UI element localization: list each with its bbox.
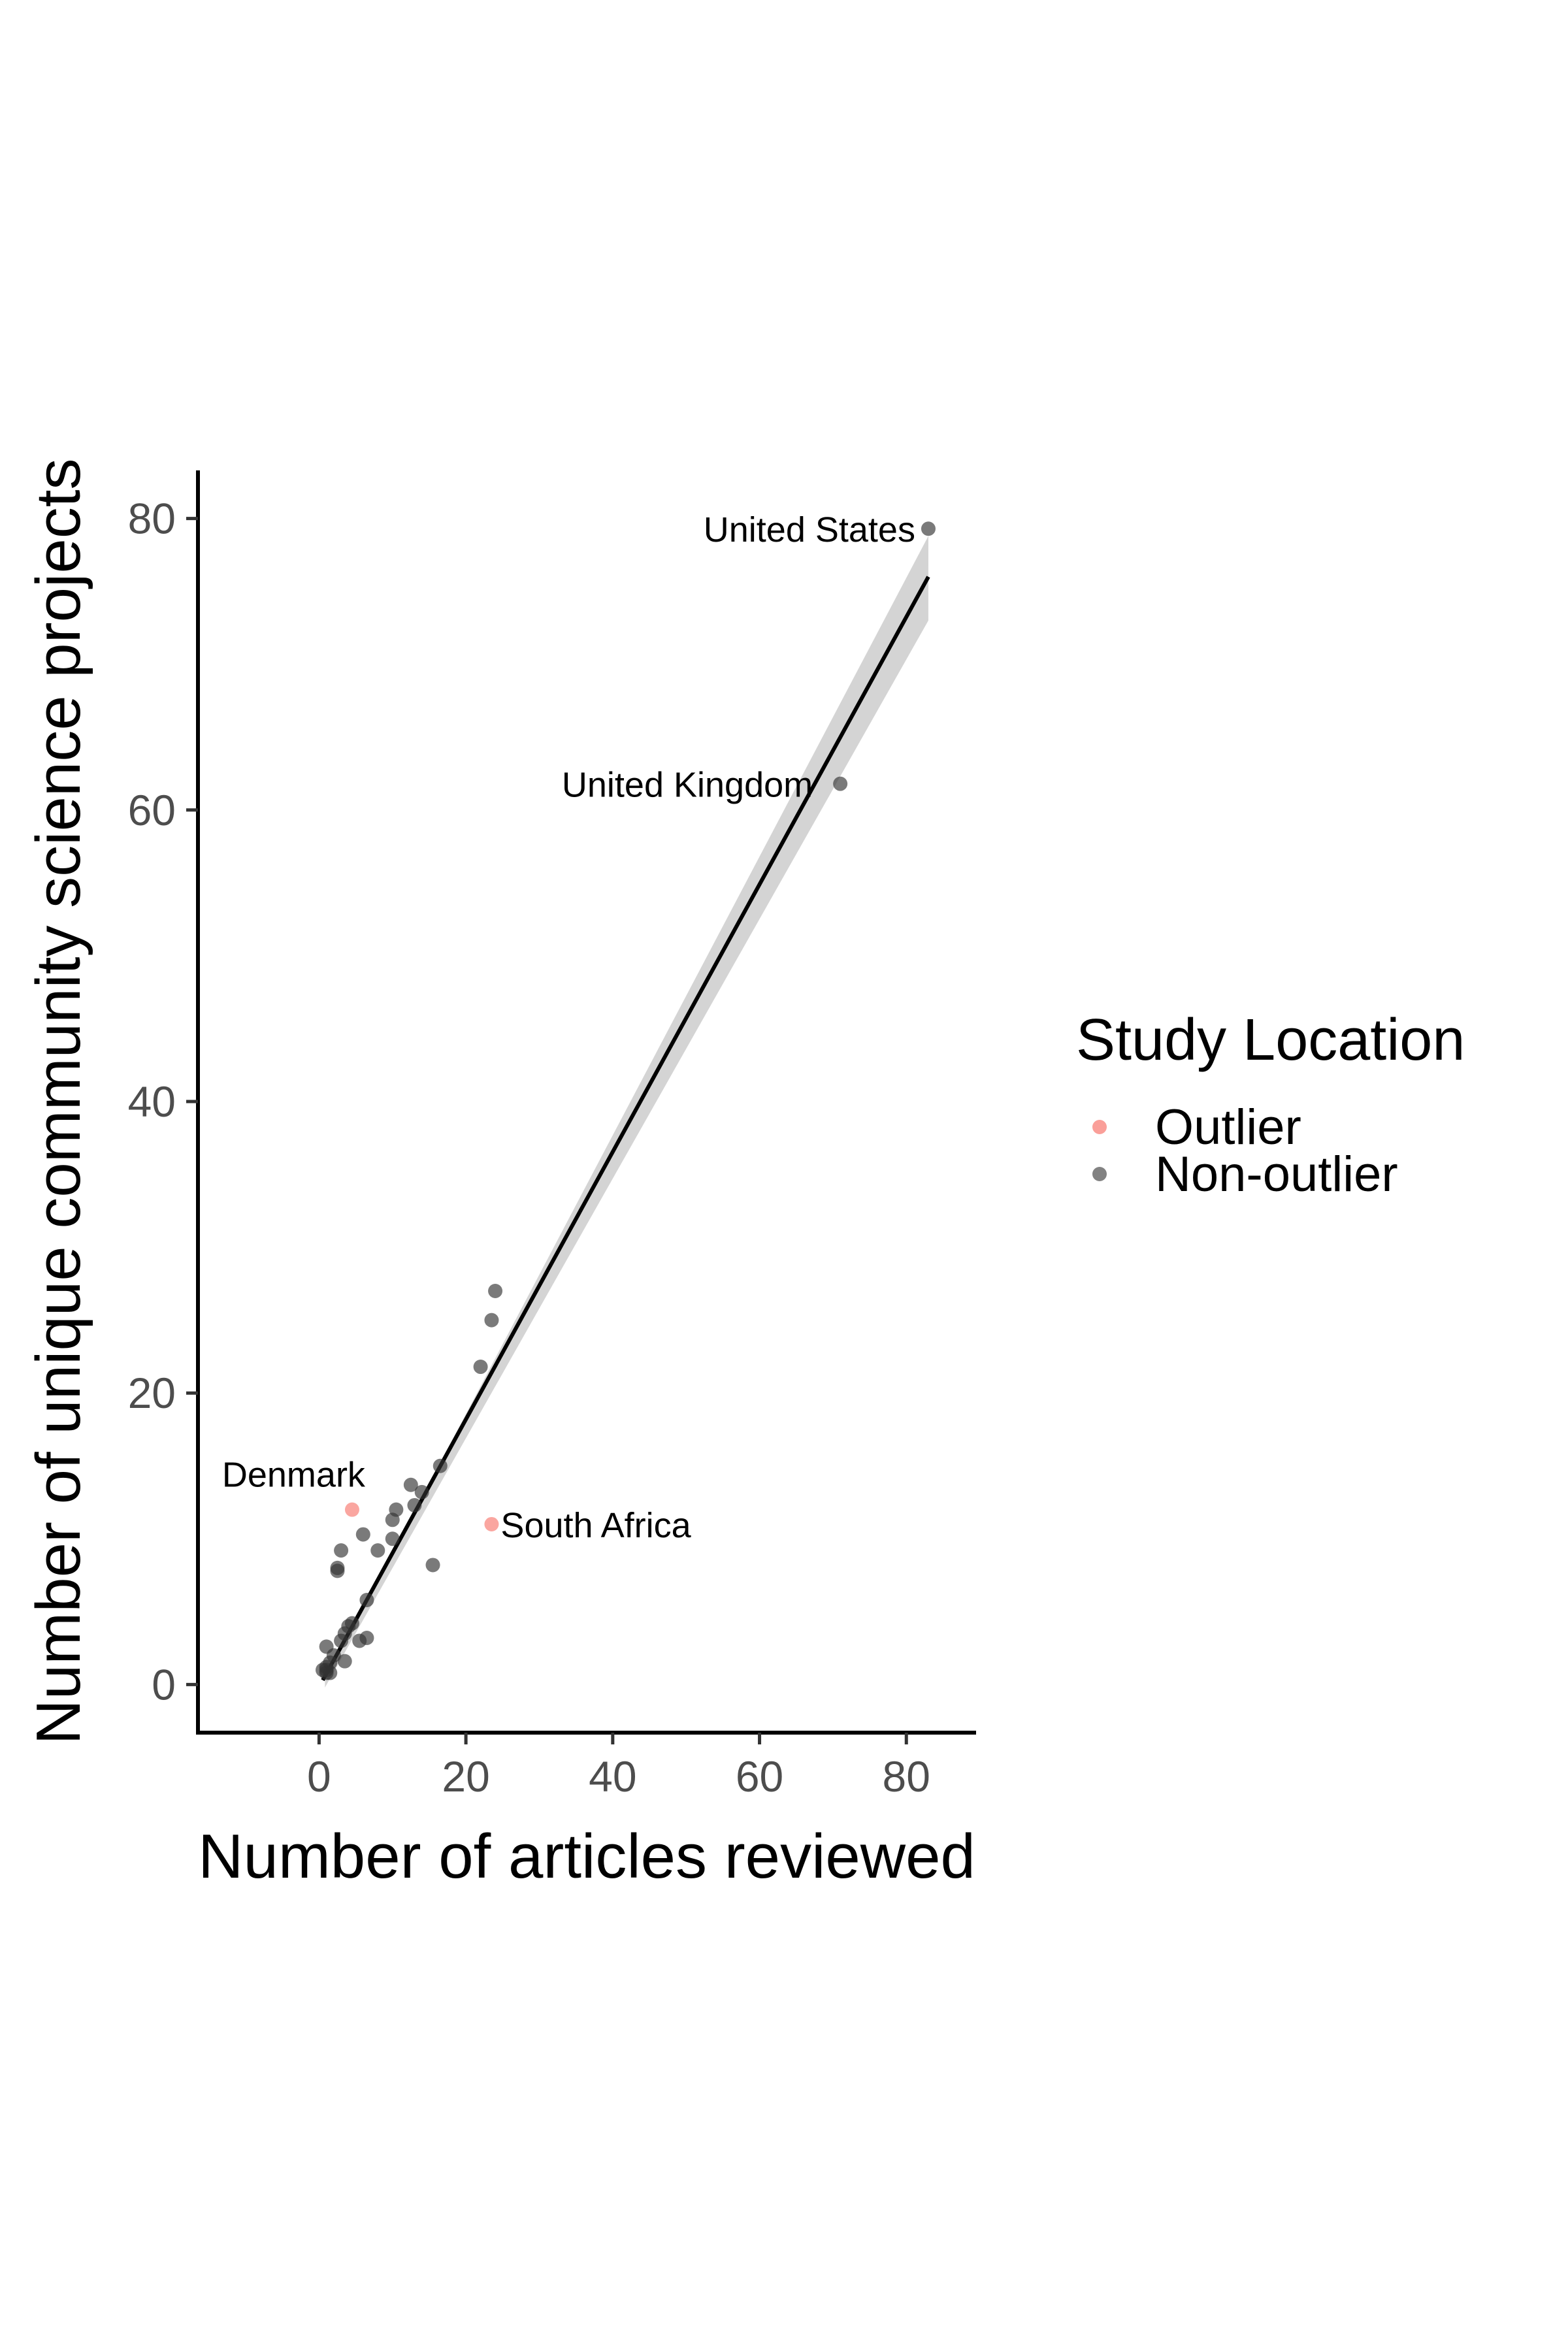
non-outlier-point — [414, 1484, 429, 1499]
non-outlier-point — [433, 1458, 448, 1473]
non-outlier-point — [334, 1633, 349, 1648]
non-outlier-point — [833, 776, 848, 791]
non-outlier-point — [359, 1592, 374, 1607]
non-outlier-point — [334, 1543, 349, 1558]
x-tick-label: 40 — [589, 1752, 636, 1801]
y-tick-label: 20 — [128, 1369, 176, 1417]
annotation-label: United States — [704, 510, 915, 549]
non-outlier-point — [473, 1360, 488, 1375]
legend-label-outlier: Outlier — [1155, 1100, 1301, 1155]
non-outlier-point — [385, 1512, 400, 1527]
x-tick-label: 80 — [883, 1752, 930, 1801]
non-outlier-point — [484, 1313, 499, 1328]
non-outlier-point — [337, 1654, 352, 1669]
non-outlier-point — [921, 521, 936, 536]
non-outlier-point — [316, 1663, 331, 1678]
legend-label-non-outlier: Non-outlier — [1155, 1147, 1398, 1202]
outlier-point — [484, 1516, 499, 1531]
point-annotations: United States United Kingdom Denmark South … — [222, 510, 915, 1545]
data-points — [316, 521, 936, 1680]
y-tick-label: 80 — [128, 495, 176, 543]
y-tick-label: 60 — [128, 786, 176, 834]
non-outlier-point — [355, 1527, 370, 1542]
non-outlier-point — [403, 1477, 418, 1492]
non-outlier-point — [330, 1563, 345, 1578]
x-axis-title: Number of articles reviewed — [198, 1821, 975, 1891]
non-outlier-point — [385, 1531, 400, 1546]
legend-key-outlier — [1092, 1120, 1107, 1134]
x-tick-label: 60 — [736, 1752, 783, 1801]
annotation-label: South Africa — [500, 1506, 691, 1545]
non-outlier-point — [407, 1497, 422, 1512]
legend: Study Location Outlier Non-outlier — [1076, 1007, 1465, 1202]
non-outlier-point — [370, 1543, 385, 1558]
x-tick-label: 0 — [307, 1752, 331, 1801]
non-outlier-point — [488, 1284, 503, 1299]
annotation-label: Denmark — [222, 1456, 366, 1495]
y-tick-label: 40 — [128, 1077, 176, 1126]
annotation-label: United Kingdom — [562, 766, 813, 805]
y-tick-label: 0 — [152, 1660, 176, 1708]
legend-title: Study Location — [1076, 1007, 1465, 1073]
non-outlier-point — [425, 1558, 440, 1573]
legend-key-non-outlier — [1092, 1167, 1107, 1181]
non-outlier-point — [359, 1630, 374, 1645]
x-tick-label: 20 — [442, 1752, 489, 1801]
ticks: 0 20 40 60 80 0 20 40 60 80 — [128, 495, 930, 1801]
outlier-point — [344, 1502, 359, 1517]
y-axis-title: Number of unique community science proje… — [24, 459, 93, 1745]
